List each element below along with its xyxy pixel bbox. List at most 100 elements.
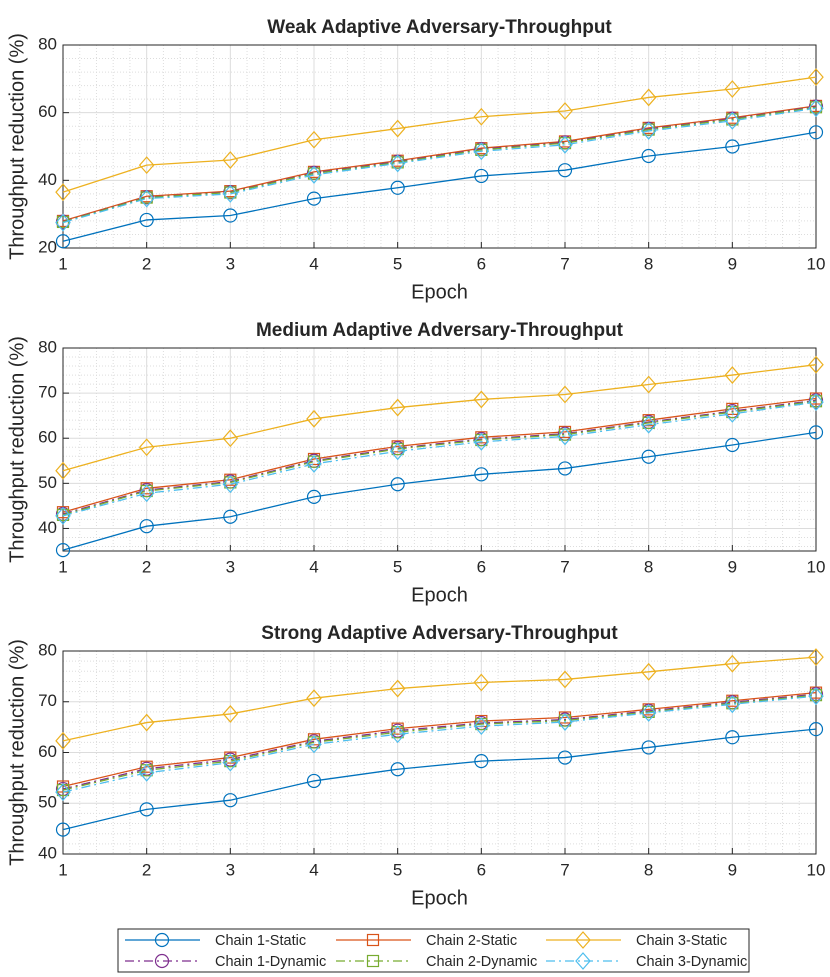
- marker-diamond: [138, 713, 155, 732]
- marker-diamond: [473, 142, 490, 161]
- x-tick-label: 4: [309, 254, 318, 273]
- marker-circle: [390, 477, 405, 492]
- marker-circle: [641, 148, 656, 164]
- marker-diamond: [557, 670, 573, 689]
- y-tick-label: 50: [38, 473, 57, 492]
- marker-diamond: [557, 427, 573, 446]
- x-tick-label: 8: [644, 254, 653, 273]
- legend-label: Chain 1-Dynamic: [215, 954, 326, 970]
- marker-diamond: [306, 409, 322, 428]
- x-tick-label: 5: [393, 254, 402, 273]
- marker-diamond: [222, 705, 239, 723]
- marker-circle: [808, 425, 824, 440]
- marker-diamond: [473, 432, 490, 451]
- legend-label: Chain 3-Dynamic: [636, 954, 747, 970]
- series-line: [62, 107, 817, 224]
- x-tick-label: 5: [393, 860, 402, 879]
- marker-diamond: [389, 154, 406, 173]
- marker-circle: [725, 139, 740, 154]
- legend-marker: [366, 954, 380, 968]
- x-tick-label: 6: [477, 860, 486, 879]
- marker-diamond: [306, 689, 322, 708]
- axes-box: [62, 44, 817, 249]
- y-tick-label: 50: [38, 793, 57, 812]
- x-tick-label: 8: [644, 557, 653, 576]
- series-line: [62, 364, 817, 472]
- series-line: [62, 431, 817, 551]
- marker-diamond: [55, 783, 71, 801]
- x-axis-label: Epoch: [411, 887, 468, 909]
- y-tick-label: 70: [38, 691, 57, 710]
- marker-diamond: [55, 461, 71, 480]
- axes-box: [62, 650, 817, 855]
- marker-diamond: [640, 704, 657, 722]
- y-tick-label: 80: [38, 34, 57, 53]
- marker-diamond: [724, 111, 741, 130]
- marker-diamond: [138, 484, 155, 503]
- marker-diamond: [557, 713, 573, 731]
- legend-label: Chain 2-Static: [426, 933, 517, 949]
- chart-title: Strong Adaptive Adversary-Throughput: [261, 623, 618, 644]
- legend-entry: Chain 3-Static: [546, 931, 727, 949]
- marker-diamond: [724, 80, 741, 98]
- marker-diamond: [808, 687, 824, 706]
- marker-circle: [557, 163, 573, 178]
- marker-circle: [223, 793, 238, 808]
- marker-circle: [223, 208, 238, 223]
- series-line: [62, 131, 817, 242]
- y-tick-label: 80: [38, 640, 57, 659]
- legend-label: Chain 2-Dynamic: [426, 954, 537, 970]
- chart-title: Medium Adaptive Adversary-Throughput: [256, 320, 624, 341]
- series-line: [62, 399, 817, 515]
- x-tick-label: 2: [142, 254, 151, 273]
- marker-diamond: [473, 107, 490, 126]
- legend-box: [117, 928, 750, 973]
- series-line: [62, 728, 817, 831]
- x-tick-label: 7: [560, 860, 569, 879]
- marker-diamond: [389, 725, 406, 744]
- x-tick-label: 4: [309, 557, 318, 576]
- legend-marker: [575, 952, 591, 970]
- marker-diamond: [306, 166, 322, 184]
- marker-diamond: [306, 455, 322, 473]
- marker-diamond: [222, 475, 239, 494]
- y-tick-label: 40: [38, 518, 57, 537]
- legend-entry: Chain 1-Dynamic: [125, 954, 326, 970]
- y-tick-label: 40: [38, 843, 57, 862]
- marker-diamond: [138, 438, 155, 457]
- x-tick-label: 9: [728, 557, 737, 576]
- x-tick-label: 6: [477, 557, 486, 576]
- marker-diamond: [55, 506, 71, 525]
- marker-circle: [641, 449, 656, 464]
- marker-diamond: [55, 213, 71, 232]
- marker-circle: [55, 234, 71, 249]
- y-tick-label: 60: [38, 428, 57, 447]
- marker-diamond: [389, 442, 406, 461]
- marker-diamond: [808, 393, 824, 412]
- legend-marker: [575, 931, 591, 949]
- y-tick-label: 70: [38, 383, 57, 402]
- chart-title: Weak Adaptive Adversary-Throughput: [267, 17, 612, 38]
- marker-circle: [725, 730, 740, 745]
- plot-area: [63, 348, 816, 551]
- legend-marker: [154, 953, 170, 969]
- marker-circle: [306, 773, 322, 789]
- series-line: [62, 401, 817, 517]
- x-tick-label: 5: [393, 557, 402, 576]
- y-axis-label: Throughput reduction (%): [6, 33, 28, 260]
- series-line: [62, 694, 817, 791]
- marker-diamond: [138, 189, 155, 208]
- x-tick-label: 3: [226, 254, 235, 273]
- marker-circle: [474, 754, 489, 769]
- marker-diamond: [808, 648, 824, 667]
- marker-diamond: [222, 151, 239, 169]
- marker-diamond: [389, 119, 406, 138]
- marker-diamond: [640, 122, 657, 140]
- x-tick-label: 6: [477, 254, 486, 273]
- legend-marker: [154, 932, 170, 948]
- x-tick-label: 1: [58, 254, 67, 273]
- marker-diamond: [306, 735, 322, 754]
- series-line: [62, 400, 817, 516]
